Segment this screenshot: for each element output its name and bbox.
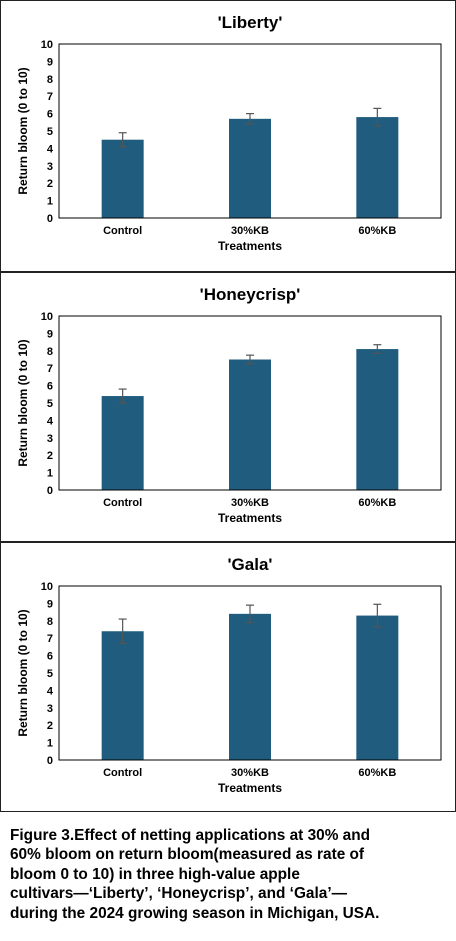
y-tick-label: 1 [47,468,53,480]
y-tick-label: 9 [47,56,53,68]
x-tick-label: 30%KB [231,225,269,237]
y-tick-label: 3 [47,703,53,715]
x-axis-label: Treatments [218,239,282,253]
y-tick-label: 4 [47,685,54,697]
panel-divider [1,541,455,543]
y-tick-label: 5 [47,398,53,410]
y-tick-label: 9 [47,328,53,340]
y-tick-label: 7 [47,91,53,103]
error-bar [118,132,127,148]
bar-chart: 'Gala' 0 1 2 3 4 5 6 7 8 9 10 Return bloom (0 to 10)… [16,555,442,795]
chart-title: 'Honeycrisp' [200,285,301,304]
bar [356,615,399,760]
y-tick-label: 7 [47,633,53,645]
x-tick-label: Control [103,767,142,779]
error-bar [246,112,254,125]
y-tick-label: 9 [47,598,53,610]
y-axis-label: Return bloom (0 to 10) [16,609,30,736]
error-bar [246,354,254,365]
y-tick-label: 2 [47,178,53,190]
error-bar [118,618,127,645]
plot-area [58,585,442,761]
x-tick-label: 60%KB [358,497,396,509]
figure-caption: Figure 3.Effect of netting applications … [10,826,450,923]
caption-line: during the 2024 growing season in Michig… [10,904,380,922]
bar [101,139,144,218]
bar [229,613,271,760]
y-axis-label: Return bloom (0 to 10) [16,67,30,194]
error-bar [373,344,382,355]
y-tick-label: 8 [47,74,53,86]
y-tick-label: 10 [41,311,53,323]
caption-line: Figure 3.Effect of netting applications … [10,827,371,844]
chart-panel-gala: 'Gala' 0 1 2 3 4 5 6 7 8 9 10 Return bloom (0 to 10)… [1,543,455,811]
x-axis-label: Treatments [218,511,282,525]
x-tick-label: 60%KB [358,767,396,779]
caption-line: bloom 0 to 10) in three high-value apple [10,865,300,883]
panel-divider [1,271,455,273]
x-tick-label: Control [103,497,142,509]
y-tick-label: 6 [47,651,53,663]
y-tick-label: 8 [47,346,53,358]
bar [229,118,271,218]
chart-title: 'Gala' [228,555,273,574]
bar [356,349,399,490]
y-tick-label: 7 [47,363,53,375]
bar [356,117,399,218]
x-tick-label: 30%KB [231,767,269,779]
y-tick-label: 6 [47,381,53,393]
y-tick-label: 5 [47,668,53,680]
y-tick-label: 6 [47,109,53,121]
x-axis-label: Treatments [218,781,282,795]
y-tick-label: 8 [47,616,53,628]
chart-title: 'Liberty' [218,13,283,32]
y-tick-label: 4 [47,415,54,427]
bar-chart: 'Honeycrisp' 0 1 2 3 4 5 6 7 8 9 10 Return bloom (0 … [16,285,442,525]
plot-area [58,315,442,491]
y-tick-label: 4 [47,143,54,155]
y-tick-label: 0 [47,485,53,497]
plot-area [58,43,442,219]
y-tick-label: 1 [47,738,53,750]
y-tick-label: 0 [47,213,53,225]
y-tick-label: 2 [47,720,53,732]
x-tick-label: Control [103,225,142,237]
chart-panel-liberty: 'Liberty' 0 1 2 3 4 5 6 7 8 9 10 Return bloom (0 to … [1,1,455,271]
error-bar [118,388,127,404]
bar-chart: 'Liberty' 0 1 2 3 4 5 6 7 8 9 10 Return bloom (0 to … [16,13,442,253]
y-tick-label: 0 [47,755,53,767]
y-tick-label: 2 [47,450,53,462]
error-bar [373,603,382,628]
caption-line: 60% bloom on return bloom(measured as ra… [10,846,365,864]
y-tick-label: 3 [47,433,53,445]
bar [101,396,144,490]
bar [101,631,144,760]
error-bar [373,107,382,127]
x-tick-label: 30%KB [231,497,269,509]
bar [229,359,271,490]
y-tick-label: 3 [47,161,53,173]
y-tick-label: 10 [41,581,53,593]
y-axis-label: Return bloom (0 to 10) [16,339,30,466]
error-bar [246,604,254,624]
y-tick-label: 1 [47,196,53,208]
chart-panel-honeycrisp: 'Honeycrisp' 0 1 2 3 4 5 6 7 8 9 10 Return bloom (0 … [1,273,455,541]
figure-panels: 'Liberty' 0 1 2 3 4 5 6 7 8 9 10 Return bloom (0 to … [0,0,456,812]
x-tick-label: 60%KB [358,225,396,237]
y-tick-label: 5 [47,126,53,138]
y-tick-label: 10 [41,39,53,51]
caption-line: cultivars—‘Liberty’, ‘Honeycrisp’, and ‘… [10,885,347,903]
